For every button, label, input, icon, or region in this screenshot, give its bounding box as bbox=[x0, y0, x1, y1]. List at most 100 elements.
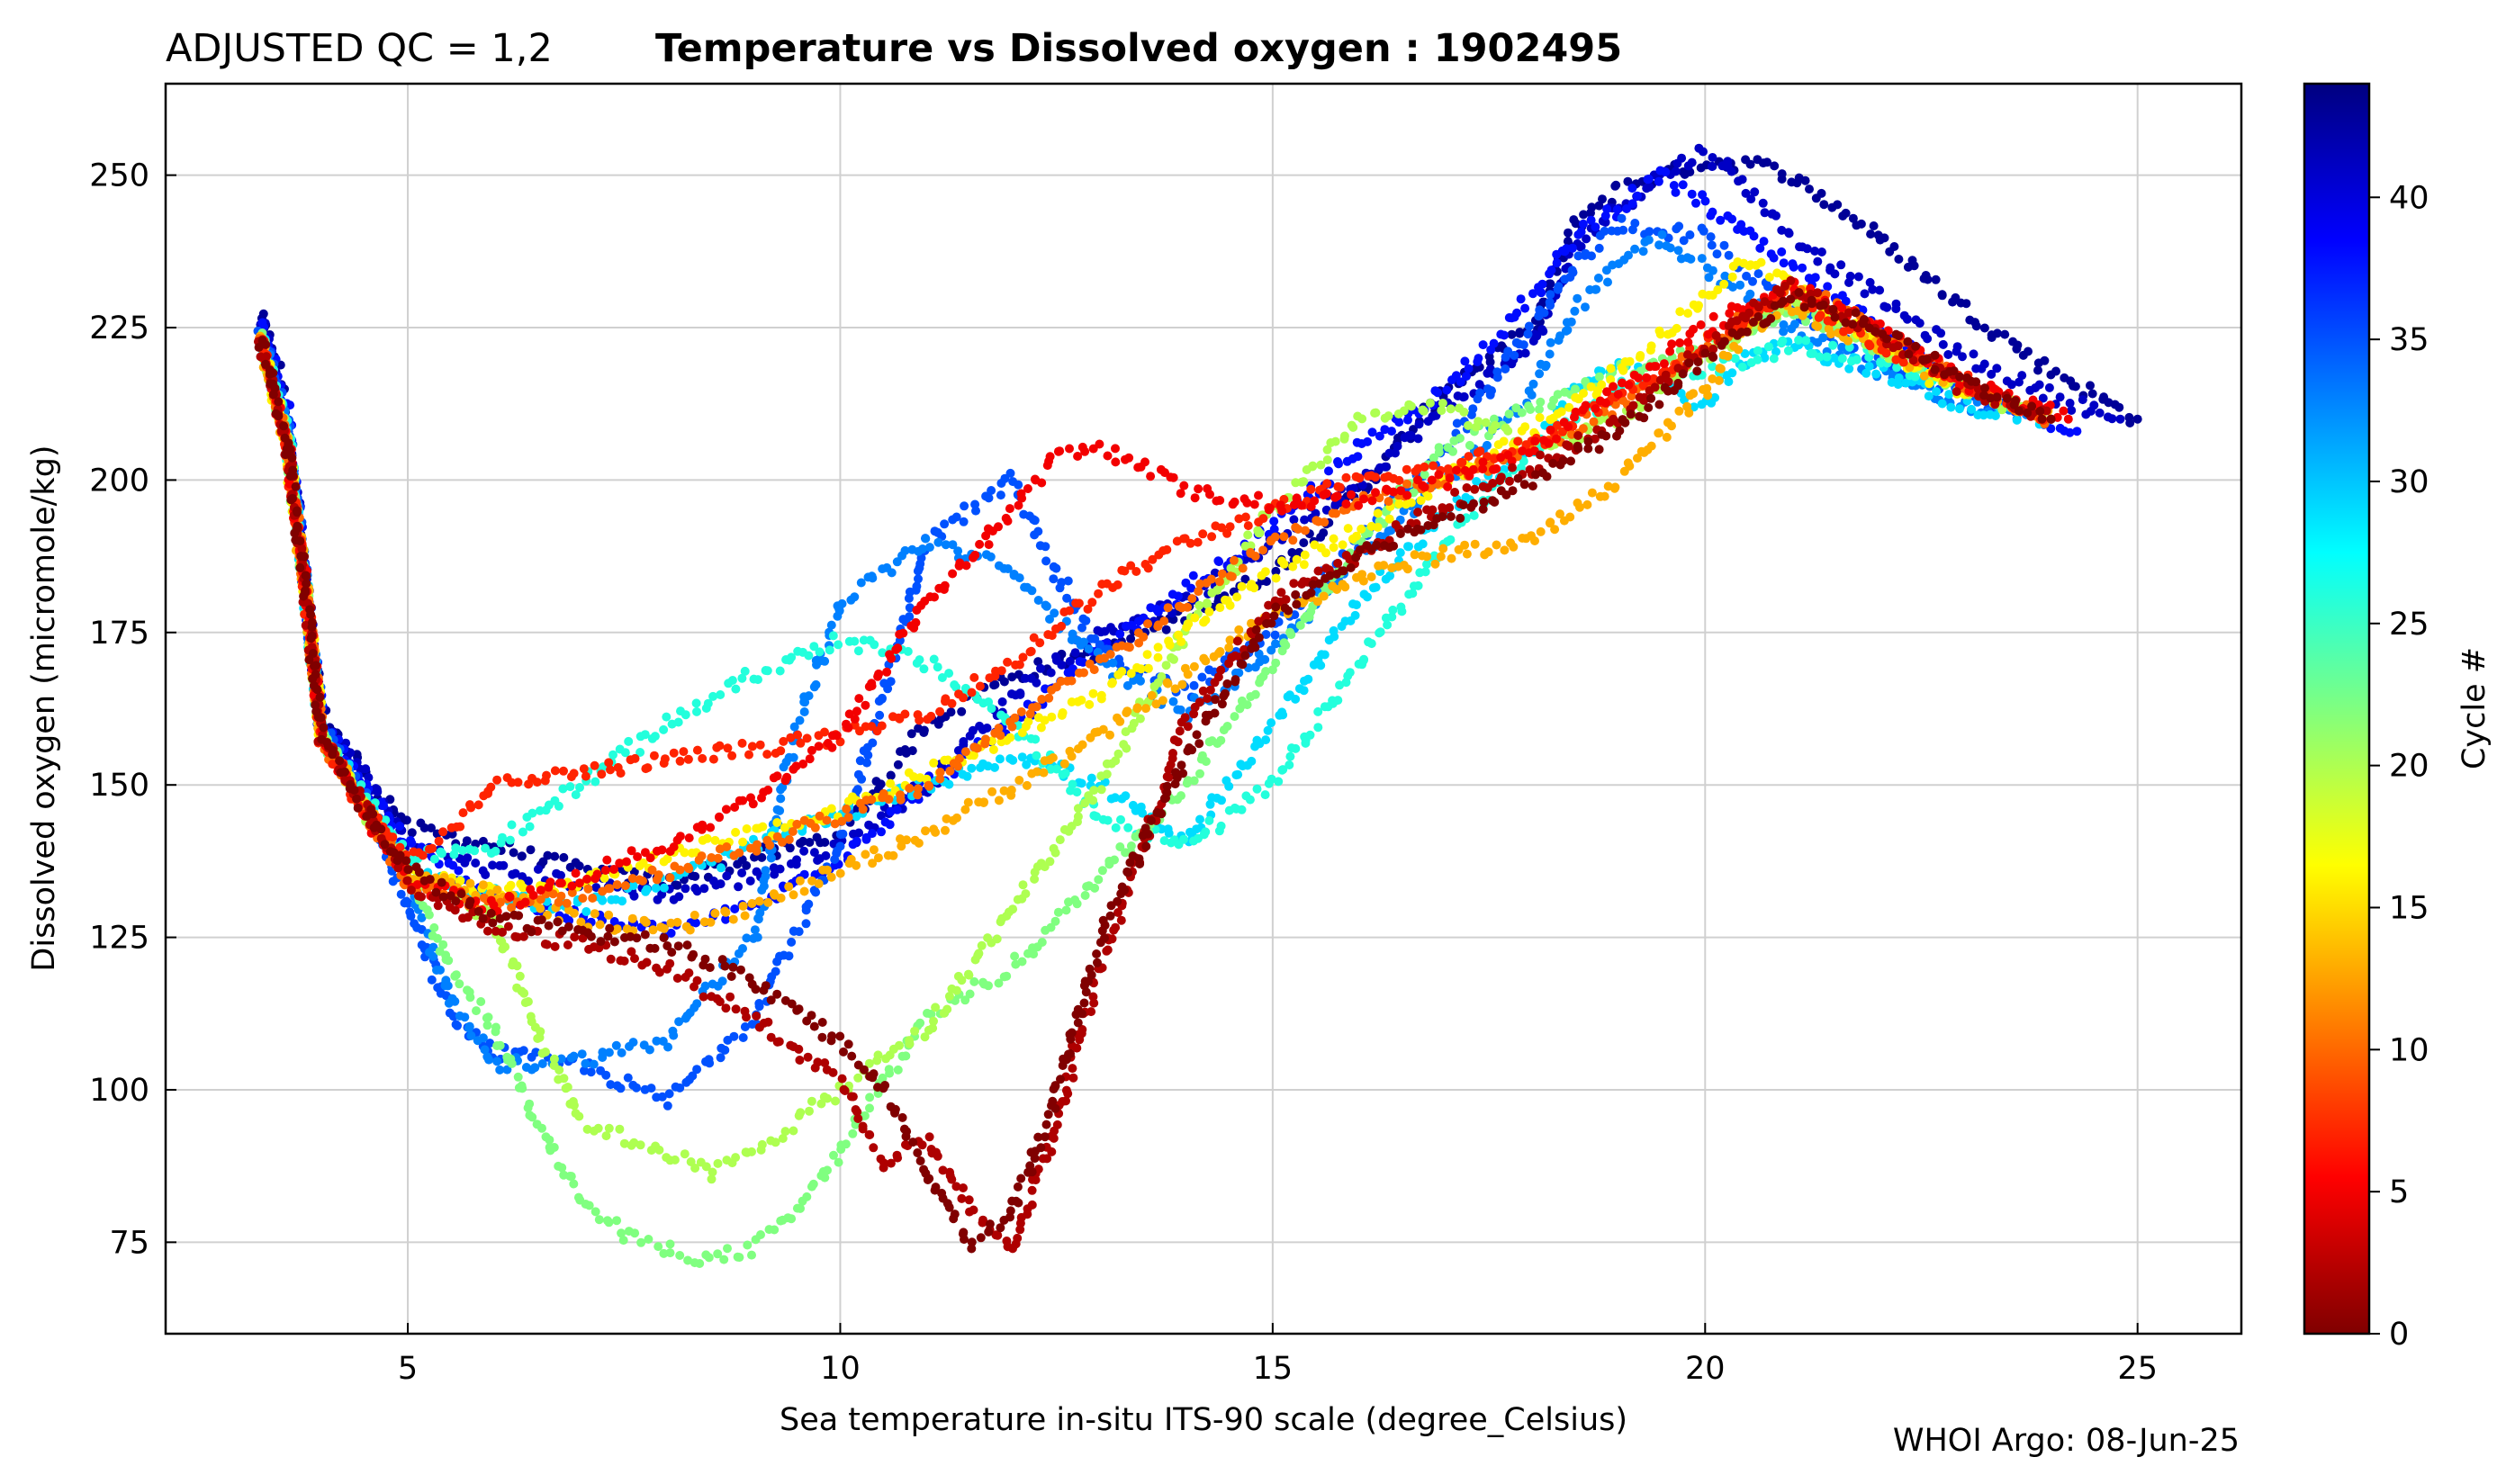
data-point bbox=[2040, 355, 2050, 365]
data-point bbox=[1433, 388, 1443, 398]
data-point bbox=[828, 631, 838, 641]
data-point bbox=[518, 1084, 527, 1093]
data-point bbox=[1261, 667, 1271, 676]
data-point bbox=[1938, 339, 1948, 349]
data-point bbox=[1201, 656, 1211, 666]
data-point bbox=[1032, 678, 1041, 688]
data-point bbox=[1815, 352, 1825, 362]
data-point bbox=[1952, 346, 1961, 356]
data-point bbox=[784, 834, 794, 844]
data-point bbox=[1866, 229, 1876, 239]
data-point bbox=[1715, 364, 1725, 373]
scatter-points bbox=[253, 143, 2142, 1268]
data-point bbox=[826, 620, 836, 630]
data-point bbox=[1971, 321, 1981, 331]
data-point bbox=[1079, 637, 1088, 647]
data-point bbox=[1425, 398, 1435, 408]
data-point bbox=[865, 1103, 874, 1113]
data-point bbox=[815, 811, 825, 821]
data-point bbox=[1667, 421, 1676, 431]
data-point bbox=[1919, 371, 1929, 381]
data-point bbox=[953, 546, 963, 556]
data-point bbox=[512, 961, 522, 971]
data-point bbox=[886, 770, 896, 780]
data-point bbox=[1546, 290, 1555, 300]
data-point bbox=[1422, 560, 1431, 569]
data-point bbox=[535, 1032, 545, 1042]
data-point bbox=[861, 850, 870, 859]
data-point bbox=[410, 919, 419, 929]
data-point bbox=[852, 836, 861, 846]
data-point bbox=[903, 646, 913, 656]
data-point bbox=[1777, 169, 1787, 179]
data-point bbox=[962, 771, 972, 781]
data-point bbox=[873, 1050, 883, 1060]
data-point bbox=[1662, 432, 1672, 442]
data-point bbox=[481, 870, 491, 879]
data-point bbox=[507, 1058, 517, 1068]
data-point bbox=[1568, 267, 1578, 277]
data-point bbox=[1124, 643, 1134, 652]
data-point bbox=[1875, 285, 1885, 295]
data-point bbox=[1358, 576, 1368, 586]
data-point bbox=[801, 919, 811, 929]
data-point bbox=[476, 997, 486, 1006]
data-point bbox=[1077, 696, 1086, 705]
data-point bbox=[1047, 712, 1057, 722]
data-point bbox=[1586, 215, 1596, 225]
data-point bbox=[1287, 548, 1297, 557]
data-point bbox=[1684, 408, 1694, 418]
data-point bbox=[967, 763, 977, 773]
data-point bbox=[1320, 650, 1330, 660]
data-point bbox=[523, 1103, 533, 1112]
data-point bbox=[1161, 625, 1171, 634]
data-point bbox=[1135, 714, 1145, 724]
data-point bbox=[463, 853, 473, 863]
data-point bbox=[1236, 760, 1246, 769]
data-point bbox=[1853, 272, 1863, 282]
data-point bbox=[1499, 436, 1509, 446]
data-point bbox=[829, 1150, 838, 1160]
data-point bbox=[969, 976, 979, 986]
data-point bbox=[518, 827, 527, 837]
data-point bbox=[1536, 526, 1546, 536]
data-point bbox=[471, 859, 481, 868]
data-point bbox=[977, 940, 987, 950]
data-point bbox=[1579, 389, 1588, 398]
data-point bbox=[1753, 355, 1762, 364]
data-point bbox=[1062, 593, 1072, 603]
data-point bbox=[1436, 552, 1446, 562]
data-point bbox=[1333, 696, 1343, 706]
data-point bbox=[1007, 722, 1017, 732]
data-point bbox=[1818, 333, 1828, 343]
data-point bbox=[982, 724, 992, 733]
data-point bbox=[2070, 382, 2080, 391]
data-point bbox=[754, 1002, 764, 1012]
data-point bbox=[1944, 390, 1954, 400]
data-point bbox=[1507, 329, 1517, 339]
data-point bbox=[823, 865, 832, 875]
data-point bbox=[1540, 362, 1550, 372]
data-point bbox=[427, 975, 437, 985]
data-point bbox=[1702, 383, 1712, 393]
data-point bbox=[1710, 392, 1720, 402]
data-point bbox=[683, 1255, 693, 1265]
data-point bbox=[1483, 440, 1492, 450]
data-point bbox=[1447, 553, 1456, 563]
data-point bbox=[1017, 957, 1027, 967]
series-cycle-11 bbox=[255, 229, 2056, 1075]
data-point bbox=[1669, 181, 1679, 190]
data-point bbox=[1115, 716, 1125, 726]
data-point bbox=[526, 845, 536, 855]
data-point bbox=[1384, 411, 1393, 421]
data-point bbox=[483, 1012, 493, 1022]
data-point bbox=[593, 1123, 603, 1133]
data-point bbox=[1576, 227, 1586, 237]
data-point bbox=[1153, 643, 1163, 652]
data-point bbox=[1189, 776, 1199, 786]
data-point bbox=[905, 1039, 915, 1048]
data-point bbox=[722, 871, 732, 881]
data-point bbox=[1183, 670, 1193, 679]
data-point bbox=[1758, 198, 1768, 208]
data-point bbox=[868, 738, 878, 748]
